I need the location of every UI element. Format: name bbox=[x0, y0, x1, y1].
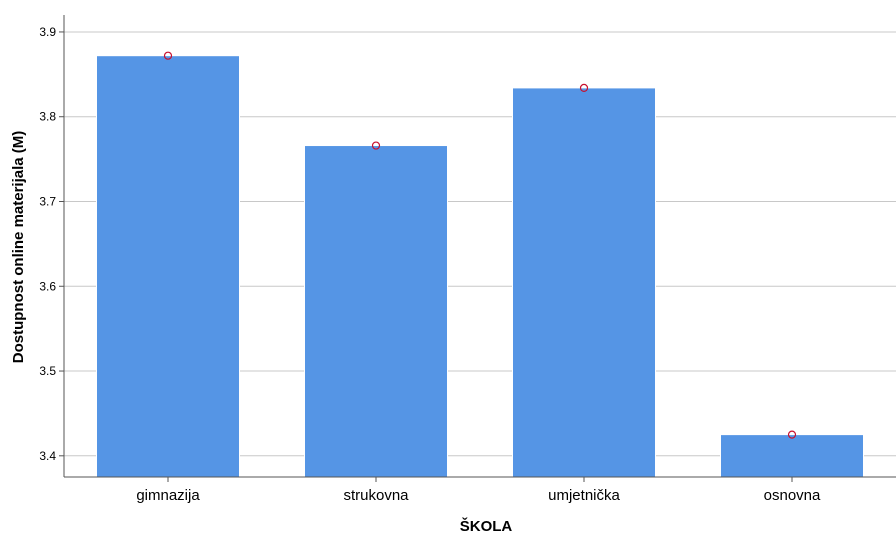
y-tick-label: 3.8 bbox=[39, 110, 56, 124]
mean-marker bbox=[787, 430, 797, 439]
mean-marker bbox=[371, 141, 381, 150]
y-tick-label: 3.7 bbox=[39, 194, 56, 208]
mean-marker bbox=[163, 51, 173, 60]
mean-marker bbox=[579, 83, 589, 93]
y-tick-label: 3.4 bbox=[39, 449, 56, 463]
y-tick-label: 3.6 bbox=[39, 279, 56, 293]
axes bbox=[59, 15, 896, 482]
x-tick-label: umjetnička bbox=[548, 487, 620, 504]
y-tick-label: 3.9 bbox=[39, 25, 56, 39]
bars bbox=[96, 55, 864, 478]
bar bbox=[512, 87, 656, 478]
x-axis-title: ŠKOLA bbox=[460, 517, 513, 535]
y-tick-label: 3.5 bbox=[39, 364, 56, 378]
y-tick-labels: 3.4 3.5 3.6 3.7 3.8 3.9 bbox=[39, 25, 56, 463]
bar bbox=[96, 55, 240, 478]
x-tick-labels: gimnazija strukovna umjetnička osnovna bbox=[136, 487, 821, 504]
bar bbox=[304, 145, 448, 478]
bar bbox=[720, 434, 864, 478]
x-tick-label: osnovna bbox=[764, 487, 821, 504]
x-tick-label: gimnazija bbox=[136, 487, 200, 504]
y-axis-title: Dostupnost online materijala (M) bbox=[10, 131, 27, 364]
mean-markers bbox=[163, 51, 797, 439]
x-tick-label: strukovna bbox=[343, 487, 409, 504]
